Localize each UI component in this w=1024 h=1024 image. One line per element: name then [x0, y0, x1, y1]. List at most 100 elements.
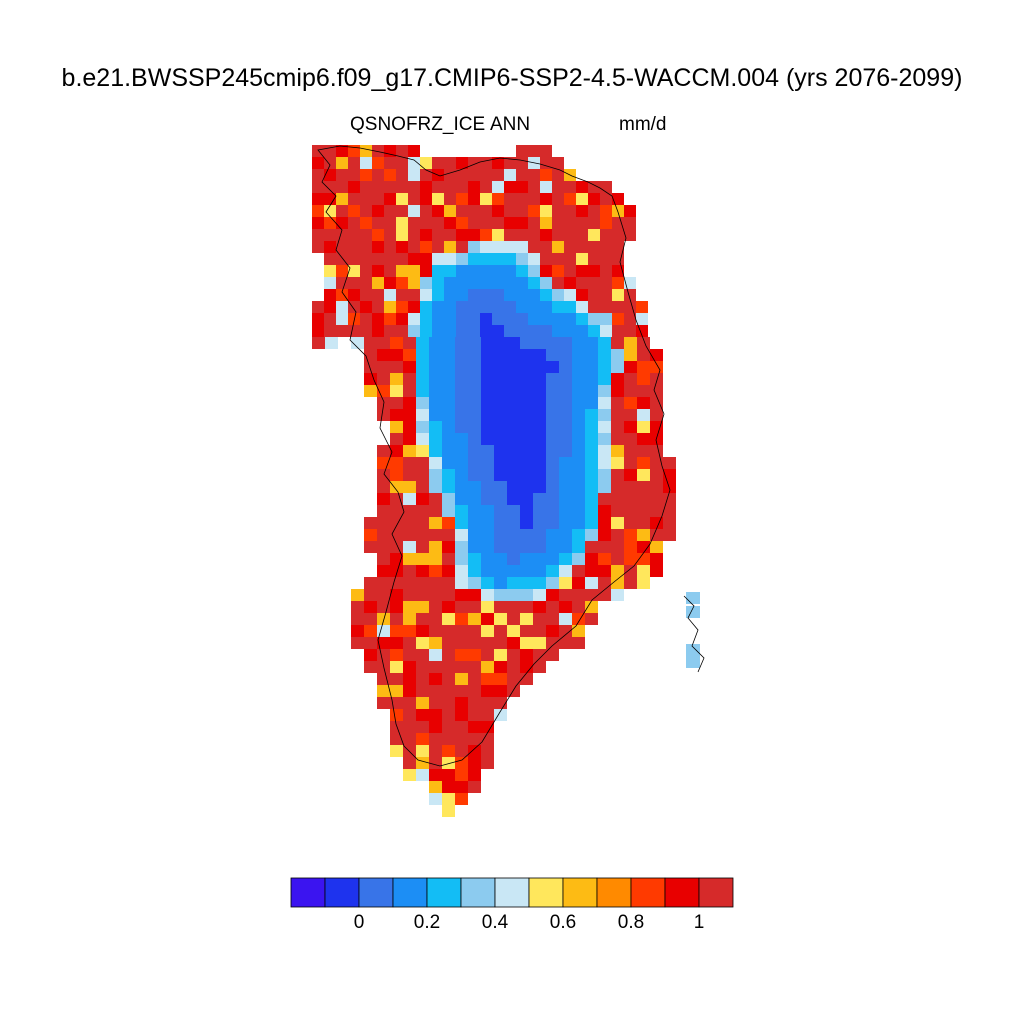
map-cell: [360, 313, 372, 325]
map-cell: [552, 205, 564, 217]
map-cell: [504, 229, 516, 241]
map-cell: [390, 457, 403, 469]
map-cell: [507, 685, 520, 697]
map-cell: [351, 625, 364, 637]
map-cell: [507, 565, 520, 577]
map-cell: [372, 229, 384, 241]
map-cell: [588, 181, 600, 193]
map-cell: [336, 217, 348, 229]
map-cell: [650, 565, 663, 577]
map-cell: [468, 781, 481, 793]
map-cell: [494, 421, 507, 433]
map-cell: [533, 661, 546, 673]
map-cell: [420, 241, 432, 253]
map-cell: [504, 253, 516, 265]
map-cell: [598, 589, 611, 601]
map-cell: [396, 169, 408, 181]
map-cell: [377, 589, 390, 601]
map-cell: [533, 529, 546, 541]
map-cell: [384, 169, 396, 181]
season-label: ANN: [490, 114, 531, 135]
map-cell: [348, 229, 360, 241]
map-cell: [624, 349, 637, 361]
map-cell: [588, 313, 600, 325]
map-cell: [564, 229, 576, 241]
map-cell: [468, 313, 480, 325]
map-cell: [360, 253, 372, 265]
map-cell: [416, 661, 429, 673]
map-cell: [585, 541, 598, 553]
map-cell: [384, 253, 396, 265]
map-cell: [480, 265, 492, 277]
map-cell: [663, 529, 676, 541]
map-cell: [559, 553, 572, 565]
map-cell: [456, 229, 468, 241]
map-cell: [364, 529, 377, 541]
map-cell: [360, 229, 372, 241]
map-cell: [429, 553, 442, 565]
map-cell: [546, 469, 559, 481]
map-cell: [429, 517, 442, 529]
map-cell: [364, 613, 377, 625]
map-cell: [456, 169, 468, 181]
map-cell: [624, 385, 637, 397]
map-cell: [455, 505, 468, 517]
map-cell: [455, 517, 468, 529]
map-cell: [504, 205, 516, 217]
map-cell: [520, 385, 533, 397]
map-cell: [429, 361, 442, 373]
map-cell: [442, 493, 455, 505]
map-cell: [455, 781, 468, 793]
map-cell: [552, 265, 564, 277]
map-cell: [585, 457, 598, 469]
map-cell: [324, 217, 336, 229]
map-cell: [468, 769, 481, 781]
map-cell: [468, 289, 480, 301]
map-cell: [552, 277, 564, 289]
map-cell: [520, 337, 533, 349]
map-cell: [377, 505, 390, 517]
map-cell: [455, 637, 468, 649]
map-cell: [564, 193, 576, 205]
map-cell: [390, 409, 403, 421]
map-cell: [624, 505, 637, 517]
map-cell: [520, 481, 533, 493]
map-cell: [612, 289, 624, 301]
map-cell: [528, 205, 540, 217]
map-cell: [585, 565, 598, 577]
map-cell: [637, 469, 650, 481]
map-cell: [612, 277, 624, 289]
map-cell: [390, 613, 403, 625]
map-cell: [494, 373, 507, 385]
map-cell: [507, 625, 520, 637]
map-cell: [559, 433, 572, 445]
map-cell: [624, 205, 636, 217]
map-cell: [637, 349, 650, 361]
map-cell: [650, 541, 663, 553]
map-cell: [598, 481, 611, 493]
map-cell: [650, 481, 663, 493]
map-cell: [650, 385, 663, 397]
map-cell: [390, 337, 403, 349]
map-cell: [403, 721, 416, 733]
map-cell: [585, 337, 598, 349]
map-cell: [528, 181, 540, 193]
map-cell: [520, 373, 533, 385]
map-cell: [559, 589, 572, 601]
map-cell: [372, 169, 384, 181]
map-cell: [324, 313, 336, 325]
map-cell: [576, 193, 588, 205]
map-cell: [564, 313, 576, 325]
map-cell: [420, 169, 432, 181]
map-cell: [429, 781, 442, 793]
map-cell: [420, 205, 432, 217]
map-cell: [533, 349, 546, 361]
map-cell: [611, 433, 624, 445]
map-cell: [494, 493, 507, 505]
map-cell: [455, 337, 468, 349]
map-cell: [442, 505, 455, 517]
colorbar-tick-label: 1: [693, 912, 705, 933]
map-cell: [372, 253, 384, 265]
map-cell: [324, 229, 336, 241]
map-cell: [455, 649, 468, 661]
